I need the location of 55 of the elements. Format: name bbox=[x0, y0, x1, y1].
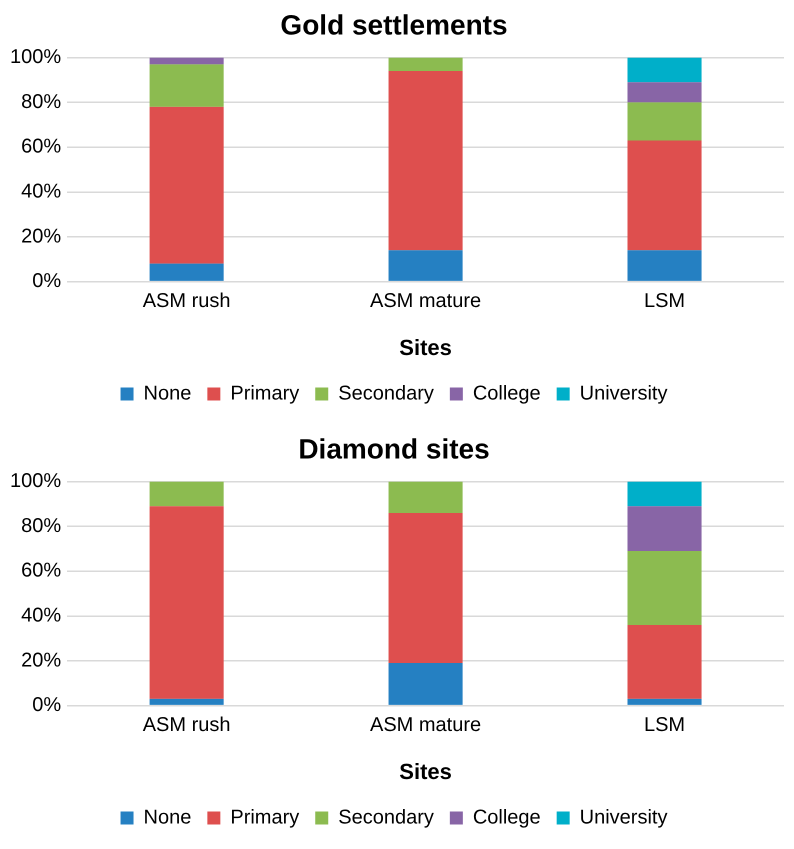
bar bbox=[627, 250, 702, 281]
chart-title: Diamond sites bbox=[298, 434, 490, 465]
bar bbox=[388, 250, 463, 281]
x-tick-label: ASM mature bbox=[370, 714, 482, 736]
x-axis-title: Sites bbox=[399, 334, 452, 360]
bar bbox=[627, 551, 702, 625]
legend-label: University bbox=[580, 806, 668, 829]
bar bbox=[627, 102, 702, 140]
y-tick-label: 20% bbox=[21, 649, 62, 672]
legend-label: Primary bbox=[230, 382, 300, 405]
bar bbox=[388, 663, 463, 705]
bar bbox=[150, 698, 224, 705]
bar bbox=[627, 58, 702, 82]
y-tick-label: 40% bbox=[21, 180, 62, 203]
y-tick-label: 0% bbox=[32, 694, 62, 716]
legend-label: College bbox=[472, 806, 541, 829]
y-tick-label: 100% bbox=[10, 46, 62, 68]
x-tick-label: LSM bbox=[644, 714, 686, 736]
bar bbox=[388, 71, 463, 250]
x-tick-label: LSM bbox=[644, 290, 686, 312]
bar bbox=[388, 512, 463, 664]
bar bbox=[388, 482, 463, 513]
x-tick-label: ASM rush bbox=[142, 714, 231, 736]
bar bbox=[627, 82, 702, 102]
bar bbox=[627, 624, 702, 699]
bar bbox=[627, 506, 702, 552]
bar bbox=[150, 58, 224, 64]
chart-title: Gold settlements bbox=[280, 10, 508, 41]
bar bbox=[150, 106, 224, 264]
y-tick-label: 60% bbox=[21, 136, 62, 158]
bar bbox=[150, 64, 224, 107]
x-axis-title: Sites bbox=[399, 758, 452, 784]
bar bbox=[627, 698, 702, 705]
y-tick-label: 80% bbox=[21, 90, 62, 113]
y-tick-label: 0% bbox=[32, 270, 62, 292]
legend-label: University bbox=[580, 382, 668, 405]
legend-label: College bbox=[472, 382, 541, 405]
x-tick-label: ASM rush bbox=[142, 290, 231, 312]
y-tick-label: 40% bbox=[21, 604, 62, 627]
x-tick-label: ASM mature bbox=[370, 290, 482, 312]
y-tick-label: 80% bbox=[21, 514, 62, 537]
bar bbox=[388, 58, 463, 72]
legend-label: None bbox=[144, 806, 192, 829]
y-tick-label: 60% bbox=[21, 560, 62, 582]
bar bbox=[150, 264, 224, 281]
legend-label: Secondary bbox=[338, 806, 434, 829]
legend-label: None bbox=[144, 382, 192, 405]
y-tick-label: 100% bbox=[10, 470, 62, 492]
bar bbox=[627, 482, 702, 506]
y-tick-label: 20% bbox=[21, 225, 62, 248]
bar bbox=[627, 140, 702, 250]
legend-label: Primary bbox=[230, 806, 300, 829]
bar bbox=[150, 506, 224, 699]
legend-label: Secondary bbox=[338, 382, 434, 405]
bar bbox=[150, 482, 224, 506]
